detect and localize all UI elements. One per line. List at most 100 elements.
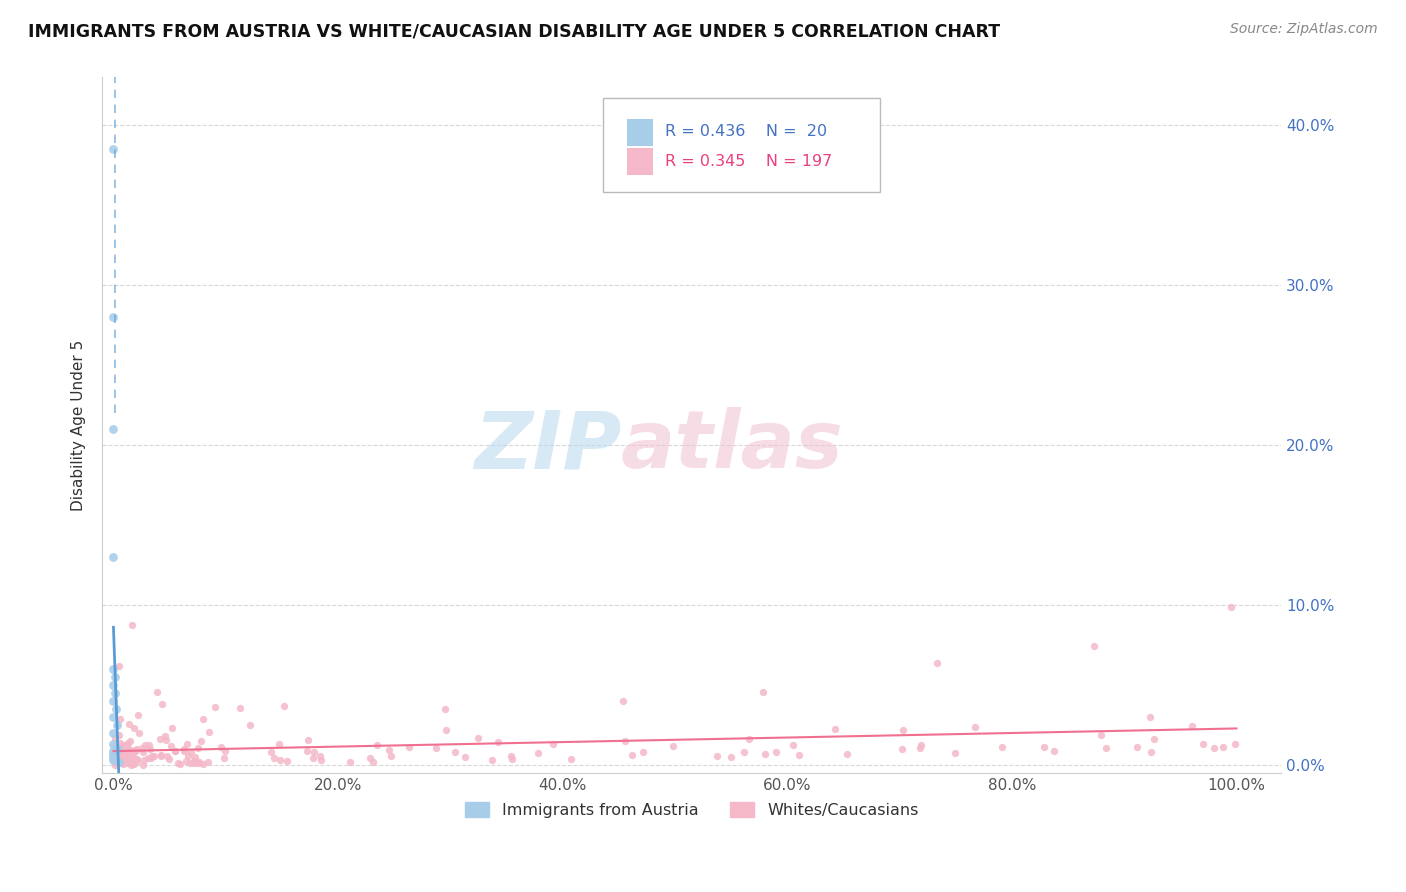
- Point: [141, 749, 163, 764]
- Point: [105, 756, 128, 770]
- Point: [105, 755, 128, 769]
- Point: [434, 723, 457, 738]
- Point: [163, 744, 186, 758]
- Point: [184, 754, 207, 768]
- Point: [125, 742, 148, 756]
- Point: [425, 740, 447, 755]
- Text: atlas: atlas: [621, 407, 844, 485]
- Point: [111, 740, 134, 755]
- Point: [187, 756, 209, 771]
- FancyBboxPatch shape: [627, 148, 652, 175]
- Point: [1139, 745, 1161, 759]
- Point: [486, 735, 509, 749]
- Point: [110, 755, 132, 769]
- Point: [214, 751, 236, 765]
- Point: [104, 753, 127, 767]
- Point: [1192, 737, 1215, 751]
- Point: [176, 749, 198, 764]
- Point: [122, 745, 145, 759]
- Point: [754, 747, 776, 761]
- Point: [295, 744, 318, 758]
- Point: [173, 744, 195, 758]
- Point: [613, 734, 636, 748]
- Point: [122, 756, 145, 771]
- Point: [631, 745, 654, 759]
- Point: [187, 755, 209, 769]
- Point: [187, 740, 209, 755]
- Point: [1095, 741, 1118, 756]
- Point: [309, 749, 332, 764]
- Point: [112, 756, 135, 771]
- Point: [112, 748, 135, 763]
- Point: [103, 550, 125, 565]
- Point: [121, 751, 143, 765]
- Point: [361, 755, 384, 769]
- Point: [837, 747, 859, 762]
- Point: [910, 738, 932, 752]
- Point: [105, 756, 128, 770]
- Point: [1033, 739, 1056, 754]
- Point: [124, 743, 146, 757]
- Point: [359, 751, 381, 765]
- Point: [103, 750, 125, 764]
- Point: [115, 756, 138, 770]
- FancyBboxPatch shape: [627, 120, 652, 145]
- Point: [103, 670, 125, 684]
- Point: [103, 744, 125, 758]
- Point: [124, 744, 146, 758]
- Point: [108, 658, 131, 673]
- Point: [190, 734, 212, 748]
- Point: [103, 726, 125, 740]
- Point: [765, 745, 787, 759]
- Point: [141, 751, 163, 765]
- Point: [128, 726, 150, 740]
- Text: R = 0.345    N = 197: R = 0.345 N = 197: [665, 154, 832, 169]
- Point: [787, 748, 810, 763]
- Point: [174, 754, 197, 768]
- Point: [105, 745, 128, 759]
- Point: [662, 739, 685, 753]
- Point: [139, 742, 162, 756]
- Point: [398, 740, 420, 755]
- Point: [891, 723, 914, 738]
- Point: [339, 755, 361, 769]
- Point: [1090, 728, 1112, 742]
- Point: [103, 747, 125, 761]
- Point: [107, 746, 129, 760]
- Point: [104, 747, 127, 761]
- Point: [366, 739, 388, 753]
- Point: [125, 752, 148, 766]
- Point: [124, 752, 146, 766]
- Point: [180, 745, 202, 759]
- Point: [444, 745, 467, 759]
- Point: [120, 747, 142, 761]
- Point: [118, 716, 141, 731]
- Point: [481, 753, 503, 767]
- Point: [111, 750, 134, 764]
- Point: [150, 697, 173, 711]
- Point: [108, 747, 131, 762]
- Point: [378, 743, 401, 757]
- Point: [191, 712, 214, 726]
- Point: [104, 756, 127, 770]
- Point: [143, 749, 166, 764]
- Point: [136, 751, 159, 765]
- Point: [301, 751, 323, 765]
- Point: [890, 742, 912, 756]
- Point: [311, 753, 333, 767]
- Point: [115, 754, 138, 768]
- Point: [467, 731, 489, 745]
- Point: [153, 729, 176, 743]
- Point: [204, 699, 226, 714]
- Text: Source: ZipAtlas.com: Source: ZipAtlas.com: [1230, 22, 1378, 37]
- Point: [111, 751, 134, 765]
- Point: [112, 754, 135, 768]
- Point: [138, 738, 160, 752]
- Point: [110, 748, 132, 763]
- Point: [117, 748, 139, 763]
- Point: [103, 710, 125, 724]
- Point: [103, 752, 125, 766]
- Text: IMMIGRANTS FROM AUSTRIA VS WHITE/CAUCASIAN DISABILITY AGE UNDER 5 CORRELATION CH: IMMIGRANTS FROM AUSTRIA VS WHITE/CAUCASI…: [28, 22, 1000, 40]
- Point: [107, 742, 129, 756]
- Point: [103, 694, 125, 708]
